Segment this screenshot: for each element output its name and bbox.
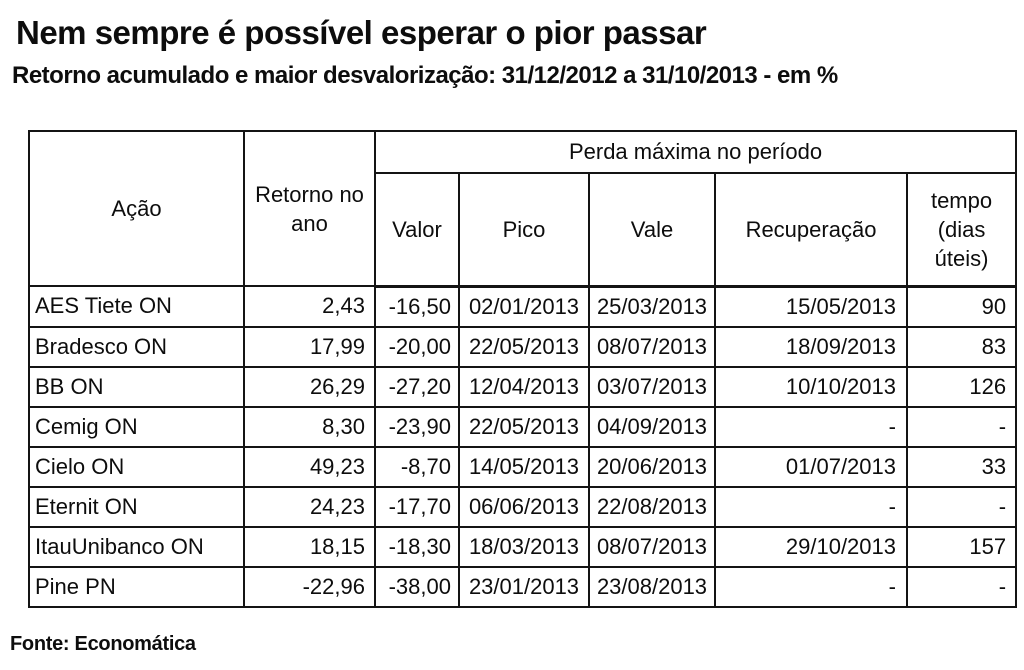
cell-retorno: 2,43 [243,285,376,328]
cell-tempo: - [905,485,1018,528]
cell-pico: 06/06/2013 [458,485,590,528]
cell-vale: 04/09/2013 [588,405,716,448]
cell-pico: 12/04/2013 [458,365,590,408]
cell-pico: 02/01/2013 [458,285,590,328]
table-row-cielo: Cielo ON 49,23 -8,70 14/05/2013 20/06/20… [28,445,1018,488]
cell-recuperacao: 29/10/2013 [714,525,908,568]
cell-valor: -38,00 [374,565,460,608]
cell-retorno: 17,99 [243,325,376,368]
cell-vale: 22/08/2013 [588,485,716,528]
cell-retorno: 49,23 [243,445,376,488]
table-row-bb: BB ON 26,29 -27,20 12/04/2013 03/07/2013… [28,365,1018,408]
cell-tempo: 126 [905,365,1018,408]
column-header-pico: Pico [458,172,590,288]
source-note: Fonte: Economática [10,633,196,655]
cell-recuperacao: 15/05/2013 [714,285,908,328]
cell-acao: BB ON [28,365,245,408]
cell-valor: -20,00 [374,325,460,368]
cell-recuperacao: - [714,485,908,528]
column-header-recuperacao: Recuperação [714,172,908,288]
cell-vale: 23/08/2013 [588,565,716,608]
cell-acao: Cemig ON [28,405,245,448]
cell-pico: 18/03/2013 [458,525,590,568]
table-row-itauunibanco: ItauUnibanco ON 18,15 -18,30 18/03/2013 … [28,525,1018,568]
column-header-acao: Ação [28,130,245,287]
cell-retorno: 18,15 [243,525,376,568]
cell-retorno: 24,23 [243,485,376,528]
cell-acao: Cielo ON [28,445,245,488]
cell-tempo: 33 [905,445,1018,488]
cell-acao: Pine PN [28,565,245,608]
column-header-tempo-dias-uteis: tempo (dias úteis) [905,172,1018,288]
cell-valor: -27,20 [374,365,460,408]
cell-vale: 20/06/2013 [588,445,716,488]
cell-retorno: 8,30 [243,405,376,448]
cell-vale: 03/07/2013 [588,365,716,408]
cell-acao: Eternit ON [28,485,245,528]
cell-pico: 14/05/2013 [458,445,590,488]
cell-recuperacao: 18/09/2013 [714,325,908,368]
cell-recuperacao: 01/07/2013 [714,445,908,488]
cell-valor: -18,30 [374,525,460,568]
cell-tempo: 83 [905,325,1018,368]
cell-retorno: 26,29 [243,365,376,408]
table-row-bradesco: Bradesco ON 17,99 -20,00 22/05/2013 08/0… [28,325,1018,368]
column-group-header-perda-maxima: Perda máxima no período [373,130,1018,174]
page-title: Nem sempre é possível esperar o pior pas… [16,14,707,51]
cell-recuperacao: - [714,565,908,608]
table-body: AES Tiete ON 2,43 -16,50 02/01/2013 25/0… [28,285,1018,608]
cell-acao: Bradesco ON [28,325,245,368]
header-sub-row: Valor Pico Vale Recuperação tempo (dias … [29,172,1018,288]
table-row-aes-tiete: AES Tiete ON 2,43 -16,50 02/01/2013 25/0… [28,285,1018,328]
returns-drawdown-table: Ação Retorno no ano Perda máxima no perí… [28,130,1018,608]
column-header-valor: Valor [374,172,460,288]
cell-valor: -8,70 [374,445,460,488]
cell-valor: -17,70 [374,485,460,528]
cell-vale: 08/07/2013 [588,525,716,568]
cell-tempo: 157 [905,525,1018,568]
column-header-retorno-no-ano: Retorno no ano [243,130,376,287]
cell-recuperacao: - [714,405,908,448]
cell-acao: ItauUnibanco ON [28,525,245,568]
cell-pico: 22/05/2013 [458,405,590,448]
column-header-vale: Vale [588,172,716,288]
table-header: Ação Retorno no ano Perda máxima no perí… [28,130,1018,288]
table-row-pine: Pine PN -22,96 -38,00 23/01/2013 23/08/2… [28,565,1018,608]
table-row-cemig: Cemig ON 8,30 -23,90 22/05/2013 04/09/20… [28,405,1018,448]
header-group-row: Ação Retorno no ano Perda máxima no perí… [28,130,1018,287]
cell-acao: AES Tiete ON [28,285,245,328]
cell-tempo: - [905,565,1018,608]
cell-pico: 23/01/2013 [458,565,590,608]
cell-vale: 08/07/2013 [588,325,716,368]
cell-recuperacao: 10/10/2013 [714,365,908,408]
cell-valor: -23,90 [374,405,460,448]
cell-pico: 22/05/2013 [458,325,590,368]
cell-vale: 25/03/2013 [588,285,716,328]
cell-valor: -16,50 [374,285,460,328]
page-subtitle: Retorno acumulado e maior desvalorização… [12,62,838,89]
cell-tempo: - [905,405,1018,448]
cell-tempo: 90 [905,285,1018,328]
cell-retorno: -22,96 [243,565,376,608]
table-row-eternit: Eternit ON 24,23 -17,70 06/06/2013 22/08… [28,485,1018,528]
